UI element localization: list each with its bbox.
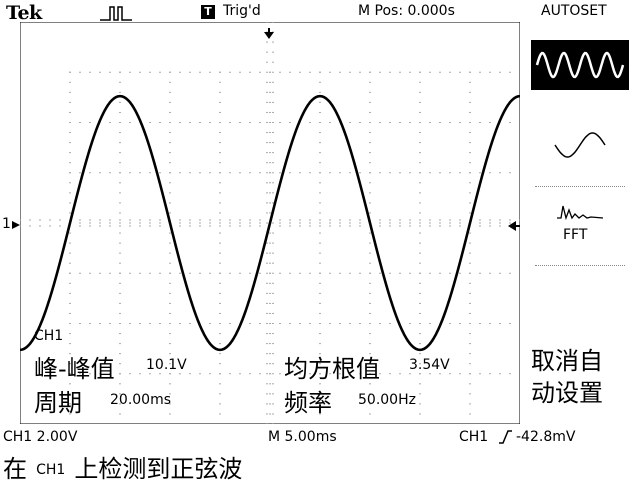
autoset-title: AUTOSET (541, 3, 607, 19)
cancel-autoset-button[interactable]: 取消自 动设置 (531, 345, 635, 425)
side-menu-separator (535, 186, 625, 189)
ch1-marker-arrow-icon (12, 221, 20, 229)
single-cycle-icon (554, 132, 606, 158)
cancel-autoset-line1: 取消自 (531, 347, 603, 375)
period-value: 20.00ms (110, 392, 172, 408)
fft-label: FFT (563, 227, 588, 243)
graticule (20, 22, 520, 424)
frequency-value: 50.00Hz (358, 392, 416, 408)
status-message-suffix: 上检测到正弦波 (74, 455, 243, 483)
side-menu-fft[interactable]: FFT (531, 196, 629, 256)
rms-value: 3.54V (409, 357, 450, 373)
sine-waveform (20, 94, 520, 352)
pk-pk-value: 10.1V (146, 357, 187, 373)
side-menu-single-cycle[interactable] (531, 110, 629, 180)
trigger-level: -42.8mV (516, 429, 576, 445)
side-menu-separator (535, 265, 625, 268)
side-menu-multi-cycle[interactable] (531, 40, 629, 90)
trigger-level-marker (508, 221, 520, 231)
status-message-prefix: 在 (3, 455, 27, 483)
status-message: 在 CH1 上检测到正弦波 (3, 449, 242, 484)
fft-icon (557, 205, 604, 221)
status-message-channel: CH1 (36, 462, 66, 478)
rising-edge-icon (499, 430, 512, 444)
measure-channel: CH1 (34, 328, 64, 344)
rms-label: 均方根值 (284, 355, 380, 383)
ch1-ground-marker: 1 (2, 216, 11, 232)
horizontal-position: M Pos: 0.000s (358, 3, 455, 19)
top-bar: Tek T Trig'd M Pos: 0.000s AUTOSET (0, 0, 640, 24)
pk-pk-label: 峰-峰值 (34, 355, 115, 383)
frequency-label: 频率 (284, 389, 332, 417)
trigger-badge: T (201, 5, 215, 19)
cancel-autoset-line2: 动设置 (531, 379, 603, 407)
timebase: M 5.00ms (268, 429, 337, 445)
trigger-channel: CH1 (459, 429, 489, 445)
trigger-status: Trig'd (223, 3, 261, 19)
period-label: 周期 (34, 389, 82, 417)
trigger-position-marker (264, 28, 274, 39)
multi-cycle-icon (535, 51, 625, 79)
acquisition-icon (100, 6, 132, 21)
brand-logo: Tek (6, 2, 42, 24)
ch1-volts-per-div: CH1 2.00V (3, 429, 78, 445)
